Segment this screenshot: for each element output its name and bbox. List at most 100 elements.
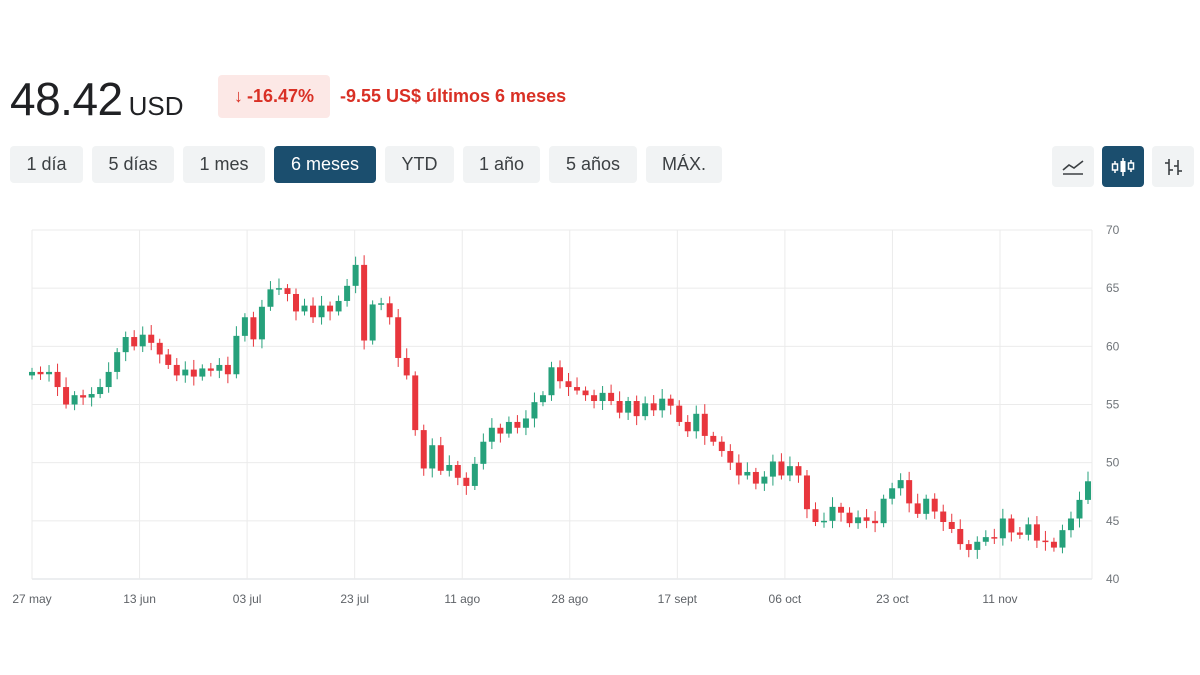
x-tick-label: 17 sept xyxy=(658,592,698,606)
candle-body xyxy=(224,364,231,375)
candle-body xyxy=(991,537,998,539)
candle-body xyxy=(923,498,930,514)
candle-body xyxy=(940,511,947,522)
candle-body xyxy=(821,520,827,523)
candle-body xyxy=(293,293,299,312)
x-tick-label: 11 ago xyxy=(444,592,480,606)
range-ytd-button[interactable]: YTD xyxy=(385,146,454,183)
range-5-years-button[interactable]: 5 años xyxy=(549,146,637,183)
range-1-month-button[interactable]: 1 mes xyxy=(183,146,265,183)
candle-body xyxy=(539,395,546,403)
candle-body xyxy=(948,521,955,529)
candle-body xyxy=(97,387,104,395)
candle-body xyxy=(701,413,708,436)
change-absolute: -9.55 US$ últimos 6 meses xyxy=(340,86,567,106)
candle-body xyxy=(591,395,598,402)
candle-body xyxy=(71,395,78,405)
chart-grid xyxy=(31,229,1093,580)
candle-body xyxy=(565,381,572,388)
candle-body xyxy=(318,305,325,318)
candlestick-button[interactable] xyxy=(1102,146,1144,187)
candle-body xyxy=(165,354,172,365)
candle-body xyxy=(684,421,691,432)
candle-body xyxy=(139,334,146,347)
candle-body xyxy=(735,462,742,476)
candle-body xyxy=(1067,518,1074,531)
candle-body xyxy=(965,544,972,550)
candle-body xyxy=(267,289,274,307)
candle-body xyxy=(275,288,282,290)
candle-body xyxy=(642,403,649,417)
candle-body xyxy=(812,509,819,522)
x-tick-label: 13 jun xyxy=(123,592,156,606)
candle-body xyxy=(659,398,666,411)
candle-body xyxy=(931,498,938,512)
candle-body xyxy=(37,371,44,375)
candle-body xyxy=(437,445,444,471)
range-1-year-button[interactable]: 1 año xyxy=(463,146,540,183)
candle-body xyxy=(88,394,95,398)
change-percent-badge: ↓ -16.47% xyxy=(218,75,330,118)
candle-body xyxy=(838,506,845,513)
candle-body xyxy=(156,342,163,355)
y-tick-label: 40 xyxy=(1106,572,1120,586)
range-1-day-button[interactable]: 1 día xyxy=(10,146,83,183)
candle-body xyxy=(395,317,402,358)
candle-body xyxy=(301,305,308,312)
candle-body xyxy=(769,461,776,477)
ohlc-button[interactable] xyxy=(1152,146,1194,187)
candle-body xyxy=(846,512,853,524)
x-tick-label: 06 oct xyxy=(769,592,802,606)
candle-body xyxy=(761,476,768,484)
candle-body xyxy=(63,387,70,405)
candle-body xyxy=(599,392,606,402)
candle-body xyxy=(207,368,214,371)
y-axis: 40 45 50 55 60 65 70 xyxy=(1106,223,1120,586)
candlestick-chart: 40 45 50 55 60 65 70 27 may 13 jun 03 jul 23 jul 1… xyxy=(12,223,1120,606)
candle-body xyxy=(429,445,436,469)
candle-body xyxy=(982,537,989,542)
candle-body xyxy=(454,464,461,478)
candle-body xyxy=(1076,499,1083,519)
candle-body xyxy=(463,477,470,486)
candle-body xyxy=(625,401,632,413)
range-6-months-button[interactable]: 6 meses xyxy=(274,146,376,183)
candle-body xyxy=(667,398,674,406)
candle-body xyxy=(889,488,896,499)
candle-body xyxy=(131,337,138,347)
candle-body xyxy=(906,480,913,504)
candle-body xyxy=(650,403,657,411)
ohlc-bars-icon xyxy=(1165,158,1182,175)
arrow-down-icon: ↓ xyxy=(233,86,243,106)
range-max-button[interactable]: MÁX. xyxy=(646,146,722,183)
candle-body xyxy=(173,364,180,376)
candle-body xyxy=(199,368,206,377)
candle-body xyxy=(744,471,751,476)
candle-body xyxy=(148,334,155,343)
candle-body xyxy=(446,464,453,471)
candle-body xyxy=(216,364,223,371)
line-chart-button[interactable] xyxy=(1052,146,1094,187)
candle-body xyxy=(114,352,121,372)
candle-body xyxy=(1016,532,1023,535)
candle-body xyxy=(403,357,410,376)
chart-type-selector xyxy=(1052,146,1200,187)
range-5-days-button[interactable]: 5 días xyxy=(92,146,174,183)
candle-body xyxy=(361,264,368,341)
x-axis: 27 may 13 jun 03 jul 23 jul 11 ago 28 ago 17 s… xyxy=(12,592,1017,606)
candle-body xyxy=(999,518,1006,539)
current-price: 48.42 xyxy=(10,73,123,125)
y-tick-label: 65 xyxy=(1106,281,1120,295)
candle-body xyxy=(531,402,538,419)
candle-body xyxy=(420,430,427,469)
candle-body xyxy=(557,367,563,382)
candle-body xyxy=(514,421,521,428)
x-tick-label: 03 jul xyxy=(233,592,262,606)
currency-label: USD xyxy=(128,91,184,121)
y-tick-label: 55 xyxy=(1106,398,1120,412)
candle-body xyxy=(241,317,248,336)
candle-body xyxy=(633,401,640,417)
candle-body xyxy=(105,371,112,388)
candle-body xyxy=(258,306,265,340)
candle-body xyxy=(574,387,581,391)
